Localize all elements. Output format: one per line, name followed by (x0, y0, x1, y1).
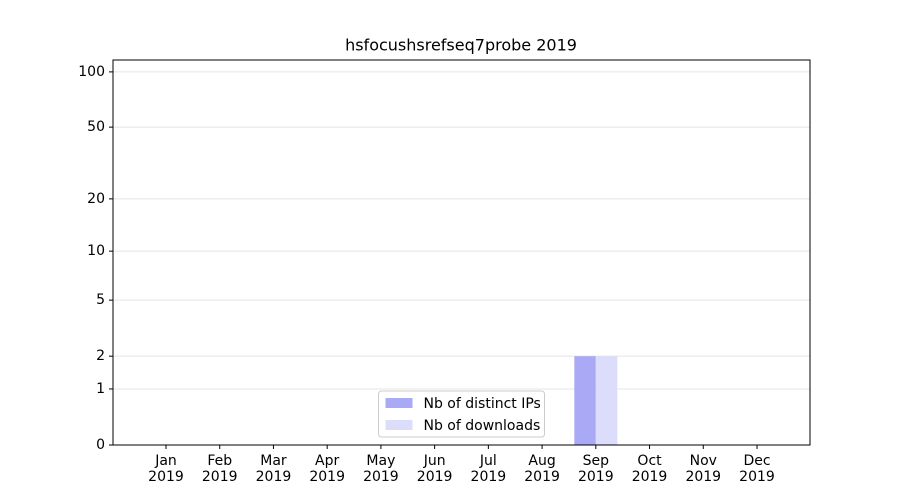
bar (595, 356, 618, 445)
x-tick-label: Mar 2019 (255, 453, 292, 485)
x-tick-label: Nov 2019 (685, 453, 722, 485)
y-tick-label: 2 (96, 348, 105, 364)
legend-swatch (385, 420, 413, 430)
bar (574, 356, 596, 445)
y-tick-label: 0 (96, 437, 105, 453)
x-tick-label: Dec 2019 (739, 453, 775, 485)
x-tick-label: Apr 2019 (309, 453, 345, 485)
plot-frame (112, 59, 811, 446)
y-tick-label: 5 (96, 292, 105, 308)
x-tick-label: Feb 2019 (201, 453, 238, 485)
x-tick-label: Aug 2019 (524, 453, 560, 485)
x-tick-label: Jul 2019 (470, 453, 507, 485)
y-tick-label: 20 (87, 191, 105, 207)
legend: Nb of distinct IPs Nb of downloads (378, 390, 545, 438)
chart-title: hsfocushsrefseq7probe 2019 (345, 36, 577, 55)
x-tick-label: Sep 2019 (577, 453, 614, 485)
legend-box (378, 390, 545, 438)
legend-label: Nb of downloads (424, 418, 541, 434)
x-tick-label: Jan 2019 (148, 453, 184, 485)
y-tick-label: 10 (87, 243, 105, 259)
y-tick-label: 50 (87, 119, 105, 135)
x-tick-label: May 2019 (363, 453, 399, 485)
x-tick-label: Jun 2019 (416, 453, 453, 485)
x-tick-label: Oct 2019 (631, 453, 668, 485)
y-tick-label: 1 (96, 381, 105, 397)
legend-label: Nb of distinct IPs (424, 396, 541, 412)
legend-swatch (385, 398, 413, 408)
y-tick-label: 100 (78, 64, 105, 80)
